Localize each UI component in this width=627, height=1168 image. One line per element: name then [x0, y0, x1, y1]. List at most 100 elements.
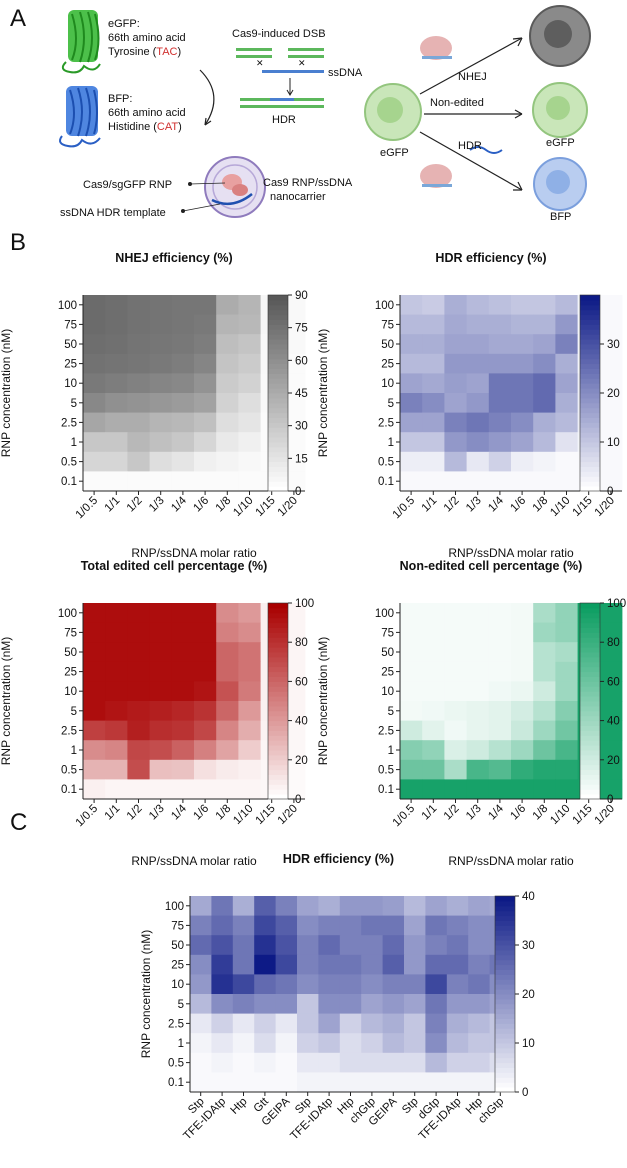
- heatmap-cell: [194, 701, 217, 721]
- colorbar-segment: [268, 627, 288, 633]
- heatmap-cell: [511, 334, 534, 355]
- heatmap-cell: [382, 915, 405, 936]
- colorbar-segment: [268, 304, 288, 311]
- colorbar-segment: [268, 368, 288, 374]
- heatmap-cell: [282, 740, 306, 761]
- heatmap-cell: [83, 334, 106, 355]
- heatmap-cell: [446, 974, 469, 995]
- heatmap-cell: [382, 896, 405, 916]
- heatmap-cell: [171, 622, 195, 643]
- heatmap-cell: [533, 451, 556, 472]
- colorbar-segment: [495, 905, 515, 912]
- x-tick-label: 1/3: [147, 803, 167, 823]
- colorbar-segment: [580, 612, 600, 619]
- heatmap-cell: [444, 740, 467, 761]
- heatmap-cell: [425, 1033, 448, 1054]
- heatmap-cell: [468, 896, 490, 916]
- heatmap-cell: [511, 661, 534, 682]
- heatmap-cell: [211, 1033, 234, 1054]
- heatmap-cell: [282, 779, 306, 800]
- colorbar-segment: [580, 652, 600, 658]
- ssdna-label: ssDNA: [328, 67, 363, 79]
- heatmap-cell: [466, 353, 490, 374]
- heatmap-cell: [488, 432, 512, 453]
- x-tick-label: Htp: [228, 1096, 249, 1117]
- heatmap-cell: [422, 373, 445, 394]
- colorbar-segment: [268, 603, 288, 609]
- heatmap-cell: [468, 994, 490, 1014]
- heatmap-cell: [422, 681, 445, 702]
- colorbar-segment: [268, 789, 288, 795]
- colorbar-segment: [268, 769, 288, 775]
- heatmap-cell: [275, 954, 298, 975]
- heatmap-cell: [127, 451, 150, 472]
- y-tick-label: 50: [171, 940, 184, 952]
- heatmap-cell: [282, 471, 306, 492]
- y-tick-label: 75: [381, 627, 394, 639]
- nanocarrier-line1: Cas9 RNP/ssDNA: [263, 177, 353, 189]
- y-axis-label: RNP concentration (nM): [316, 637, 330, 766]
- y-tick-label: 100: [165, 901, 184, 913]
- heatmap-cell: [555, 779, 578, 800]
- heatmap-cell: [511, 353, 534, 374]
- x-tick-label: 1/20: [593, 803, 617, 827]
- heatmap-cell: [275, 896, 298, 916]
- heatmap-cell: [468, 974, 490, 995]
- colorbar-segment: [580, 622, 600, 628]
- heatmap-cell: [488, 642, 512, 663]
- colorbar-segment: [580, 754, 600, 761]
- heatmap-cell: [105, 720, 128, 741]
- colorbar-tick-label: 45: [295, 388, 308, 400]
- heatmap-cell: [105, 373, 128, 394]
- colorbar-segment: [268, 412, 288, 418]
- colorbar-segment: [268, 471, 288, 477]
- heatmap-cell: [466, 471, 490, 492]
- colorbar-tick-label: 20: [522, 989, 535, 1001]
- colorbar-segment: [580, 676, 600, 682]
- x-tick-label: 1/0.5: [391, 803, 418, 830]
- colorbar-segment: [268, 617, 288, 624]
- heatmap-cell: [533, 661, 556, 682]
- heatmap-cell: [232, 954, 255, 975]
- y-tick-label: 10: [64, 686, 77, 698]
- y-tick-label: 100: [375, 300, 394, 312]
- colorbar-tick-label: 60: [295, 676, 308, 688]
- bfp-line1: BFP:: [108, 93, 132, 105]
- x-tick-label: 1/6: [508, 495, 528, 515]
- heatmap-cell: [555, 432, 578, 453]
- heatmap-cell: [599, 720, 623, 741]
- colorbar-segment: [268, 422, 288, 428]
- colorbar-segment: [268, 666, 288, 673]
- x-tick-label: 1/1: [103, 803, 123, 823]
- heatmap-cell: [254, 915, 276, 936]
- heatmap-cell: [488, 779, 512, 800]
- heatmap-cell: [533, 353, 556, 374]
- colorbar-segment: [268, 750, 288, 756]
- dsb-label: Cas9-induced DSB: [232, 28, 326, 40]
- heatmap-cell: [488, 295, 512, 315]
- heatmap-cell: [238, 720, 261, 741]
- colorbar-segment: [268, 642, 288, 648]
- heatmap-cell: [361, 896, 383, 916]
- heatmap-cell: [488, 759, 512, 780]
- heatmap-cell: [511, 622, 534, 643]
- heatmap-cell: [444, 681, 467, 702]
- x-tick-label: 1/2: [125, 803, 145, 823]
- colorbar-segment: [268, 324, 288, 330]
- colorbar-segment: [268, 334, 288, 340]
- heatmap-cell: [149, 720, 173, 741]
- heatmap-cell: [297, 915, 319, 936]
- x-tick-label: 1/10: [231, 495, 255, 519]
- heatmap-cell: [83, 471, 106, 492]
- heatmap-cell: [425, 1052, 448, 1073]
- heatmap-cell: [555, 661, 578, 682]
- heatmap-cell: [339, 1052, 362, 1073]
- colorbar-segment: [268, 481, 288, 487]
- colorbar-segment: [495, 1028, 515, 1034]
- heatmap-cell: [425, 935, 448, 956]
- heatmap-cell: [149, 681, 173, 702]
- rnp-bottom-image: [420, 164, 452, 188]
- heatmap-cell: [533, 759, 556, 780]
- colorbar-tick-label: 60: [295, 355, 308, 367]
- heatmap-cell: [254, 1033, 276, 1054]
